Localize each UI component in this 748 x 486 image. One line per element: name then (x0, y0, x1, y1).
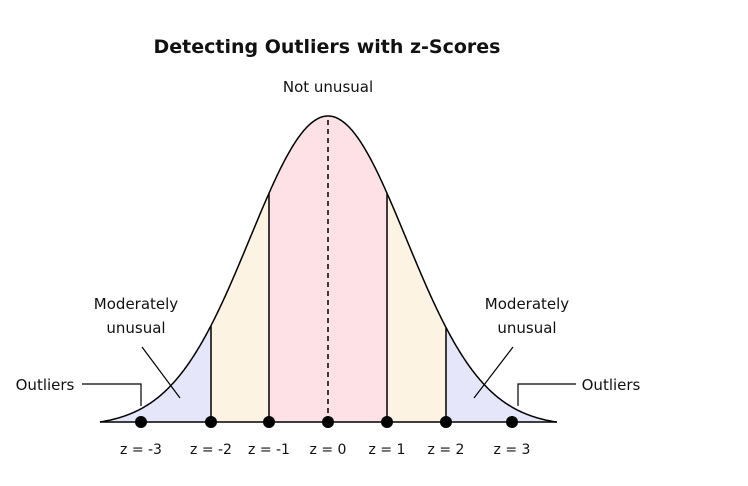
z-point (506, 416, 518, 428)
chart-title: Detecting Outliers with z-Scores (154, 36, 501, 58)
left-moderate-label-line1: Moderately (94, 295, 179, 313)
z-label: z = -2 (190, 442, 232, 458)
z-point (205, 416, 217, 428)
left-moderate-leader (141, 346, 181, 399)
right-outliers-leader (517, 383, 576, 406)
left-moderate-label-line2: unusual (106, 319, 165, 337)
z-point (381, 416, 393, 428)
z-label: z = 2 (428, 442, 465, 458)
not-unusual-label: Not unusual (283, 78, 373, 96)
z-label: z = -1 (248, 442, 290, 458)
z-label: z = -3 (120, 442, 162, 458)
right-moderate-leader (473, 346, 514, 399)
z-point (322, 416, 334, 428)
z-points (135, 416, 518, 428)
left-outliers-label: Outliers (16, 376, 75, 394)
z-point (263, 416, 275, 428)
region-left-z1-z2 (211, 193, 269, 422)
normal-curve (99, 115, 557, 423)
region-right-moderately-unusual (446, 327, 557, 422)
right-moderate-label-line1: Moderately (485, 295, 570, 313)
right-outliers-label: Outliers (582, 376, 641, 394)
left-outliers-leader (82, 383, 142, 406)
z-label: z = 0 (310, 442, 347, 458)
z-label: z = 1 (369, 442, 406, 458)
z-label: z = 3 (494, 442, 531, 458)
z-labels: z = -3 z = -2 z = -1 z = 0 z = 1 z = 2 z = 3 (120, 442, 530, 458)
right-moderate-label-line2: unusual (497, 319, 556, 337)
region-left-moderately-unusual (100, 325, 211, 422)
z-point (135, 416, 147, 428)
region-right-z1-z2 (387, 193, 446, 422)
z-dividers (210, 116, 447, 422)
z-point (440, 416, 452, 428)
